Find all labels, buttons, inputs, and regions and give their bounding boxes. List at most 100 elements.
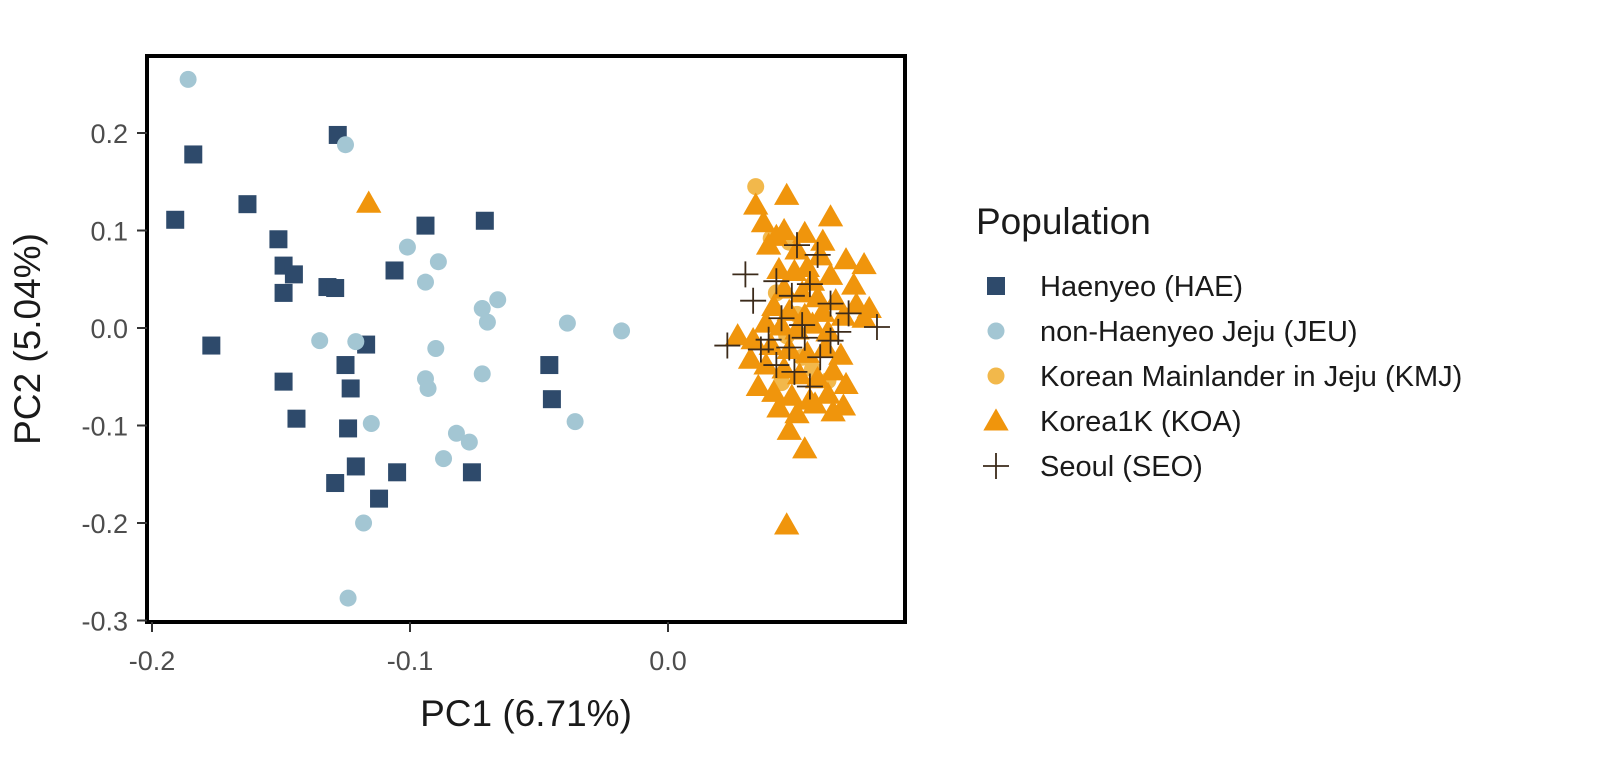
data-point bbox=[771, 276, 797, 299]
data-point bbox=[763, 268, 790, 295]
data-point bbox=[799, 311, 826, 334]
data-point bbox=[743, 192, 769, 215]
data-point bbox=[347, 333, 365, 351]
data-point bbox=[566, 413, 584, 431]
legend-item-seoul-seo: Seoul (SEO) bbox=[983, 451, 1203, 483]
data-point bbox=[796, 373, 823, 400]
data-point bbox=[774, 512, 800, 535]
data-point bbox=[771, 356, 797, 379]
data-point bbox=[356, 190, 382, 213]
data-point bbox=[311, 332, 329, 350]
legend-item-korea1k-koa: Korea1K (KOA) bbox=[983, 406, 1241, 438]
data-point bbox=[362, 415, 380, 433]
data-point bbox=[817, 290, 844, 317]
legend-key bbox=[987, 322, 1005, 340]
y-tick-label: -0.3 bbox=[81, 607, 128, 637]
data-point bbox=[287, 409, 306, 428]
y-tick-label: -0.1 bbox=[81, 412, 128, 442]
legend-label: non-Haenyeo Jeju (JEU) bbox=[1040, 316, 1358, 348]
legend-item-non-haenyeo-jeju-jeu: non-Haenyeo Jeju (JEU) bbox=[987, 316, 1358, 348]
data-point bbox=[269, 230, 288, 249]
data-point bbox=[789, 312, 816, 339]
data-point bbox=[830, 303, 857, 326]
data-point bbox=[750, 210, 777, 233]
y-axis: -0.3 -0.2 -0.1 0.0 0.1 0.2 bbox=[81, 119, 147, 637]
data-point bbox=[766, 256, 792, 279]
data-point bbox=[238, 195, 257, 214]
data-point bbox=[792, 436, 818, 459]
data-point bbox=[355, 514, 373, 532]
data-point bbox=[796, 271, 823, 298]
data-point bbox=[427, 339, 445, 357]
data-point bbox=[339, 589, 357, 607]
data-point bbox=[435, 450, 453, 468]
data-point bbox=[447, 424, 465, 442]
data-point bbox=[326, 279, 345, 298]
y-tick-label: -0.2 bbox=[81, 509, 128, 539]
data-point bbox=[817, 327, 844, 354]
data-point bbox=[326, 474, 345, 493]
data-point bbox=[613, 322, 631, 340]
data-point bbox=[184, 145, 203, 164]
legend-label: Korean Mainlander in Jeju (KMJ) bbox=[1040, 361, 1462, 393]
x-tick-label: -0.1 bbox=[387, 646, 434, 676]
data-point bbox=[274, 372, 293, 391]
data-point bbox=[768, 305, 795, 332]
data-point bbox=[851, 251, 877, 275]
data-point bbox=[863, 314, 890, 341]
data-point bbox=[763, 352, 790, 379]
data-point bbox=[851, 305, 877, 328]
series-non-haenyeo-jeju-jeu bbox=[179, 70, 631, 607]
data-point bbox=[817, 262, 844, 285]
legend-item-korean-mainlander-in-jeju-kmj: Korean Mainlander in Jeju (KMJ) bbox=[987, 361, 1462, 393]
data-point bbox=[753, 352, 779, 375]
x-tick-label: 0.0 bbox=[649, 646, 687, 676]
data-point bbox=[416, 273, 434, 291]
data-point bbox=[812, 334, 839, 357]
data-point bbox=[823, 288, 849, 311]
data-point bbox=[740, 327, 766, 350]
data-point bbox=[810, 228, 836, 251]
data-point bbox=[784, 232, 810, 259]
legend-key bbox=[987, 277, 1005, 295]
legend-item-haenyeo-hae: Haenyeo (HAE) bbox=[987, 271, 1243, 303]
data-point bbox=[370, 489, 389, 508]
y-tick-label: 0.2 bbox=[90, 119, 128, 149]
data-point bbox=[778, 282, 805, 309]
data-point bbox=[732, 261, 759, 288]
data-point bbox=[274, 283, 293, 302]
data-point bbox=[542, 390, 561, 409]
series-haenyeo-hae bbox=[166, 125, 561, 508]
data-point bbox=[774, 182, 800, 205]
data-point bbox=[725, 323, 751, 346]
legend-label: Haenyeo (HAE) bbox=[1040, 271, 1243, 303]
data-point bbox=[820, 399, 846, 422]
data-point bbox=[747, 336, 774, 363]
data-point bbox=[815, 381, 841, 404]
data-point bbox=[388, 463, 407, 482]
data-point bbox=[473, 300, 491, 317]
data-point bbox=[419, 379, 437, 397]
data-point bbox=[202, 336, 221, 355]
legend: Population Haenyeo (HAE) non-Haenyeo Jeju… bbox=[976, 201, 1462, 483]
y-tick-label: 0.0 bbox=[90, 314, 128, 344]
data-point bbox=[737, 346, 764, 369]
data-point bbox=[475, 211, 494, 230]
data-point bbox=[817, 204, 844, 227]
data-point bbox=[776, 417, 802, 440]
data-point bbox=[766, 395, 792, 418]
data-point bbox=[460, 433, 478, 451]
legend-key bbox=[987, 367, 1005, 385]
data-point bbox=[776, 334, 803, 361]
data-point bbox=[820, 358, 846, 381]
data-point bbox=[339, 419, 358, 438]
data-point bbox=[810, 299, 836, 322]
series-korea1k-koa bbox=[356, 182, 882, 535]
data-point bbox=[833, 247, 859, 270]
data-point bbox=[784, 317, 810, 340]
x-axis: -0.2 -0.1 0.0 bbox=[129, 622, 687, 676]
data-point bbox=[807, 344, 834, 371]
data-point bbox=[179, 70, 197, 88]
data-point bbox=[828, 342, 854, 365]
